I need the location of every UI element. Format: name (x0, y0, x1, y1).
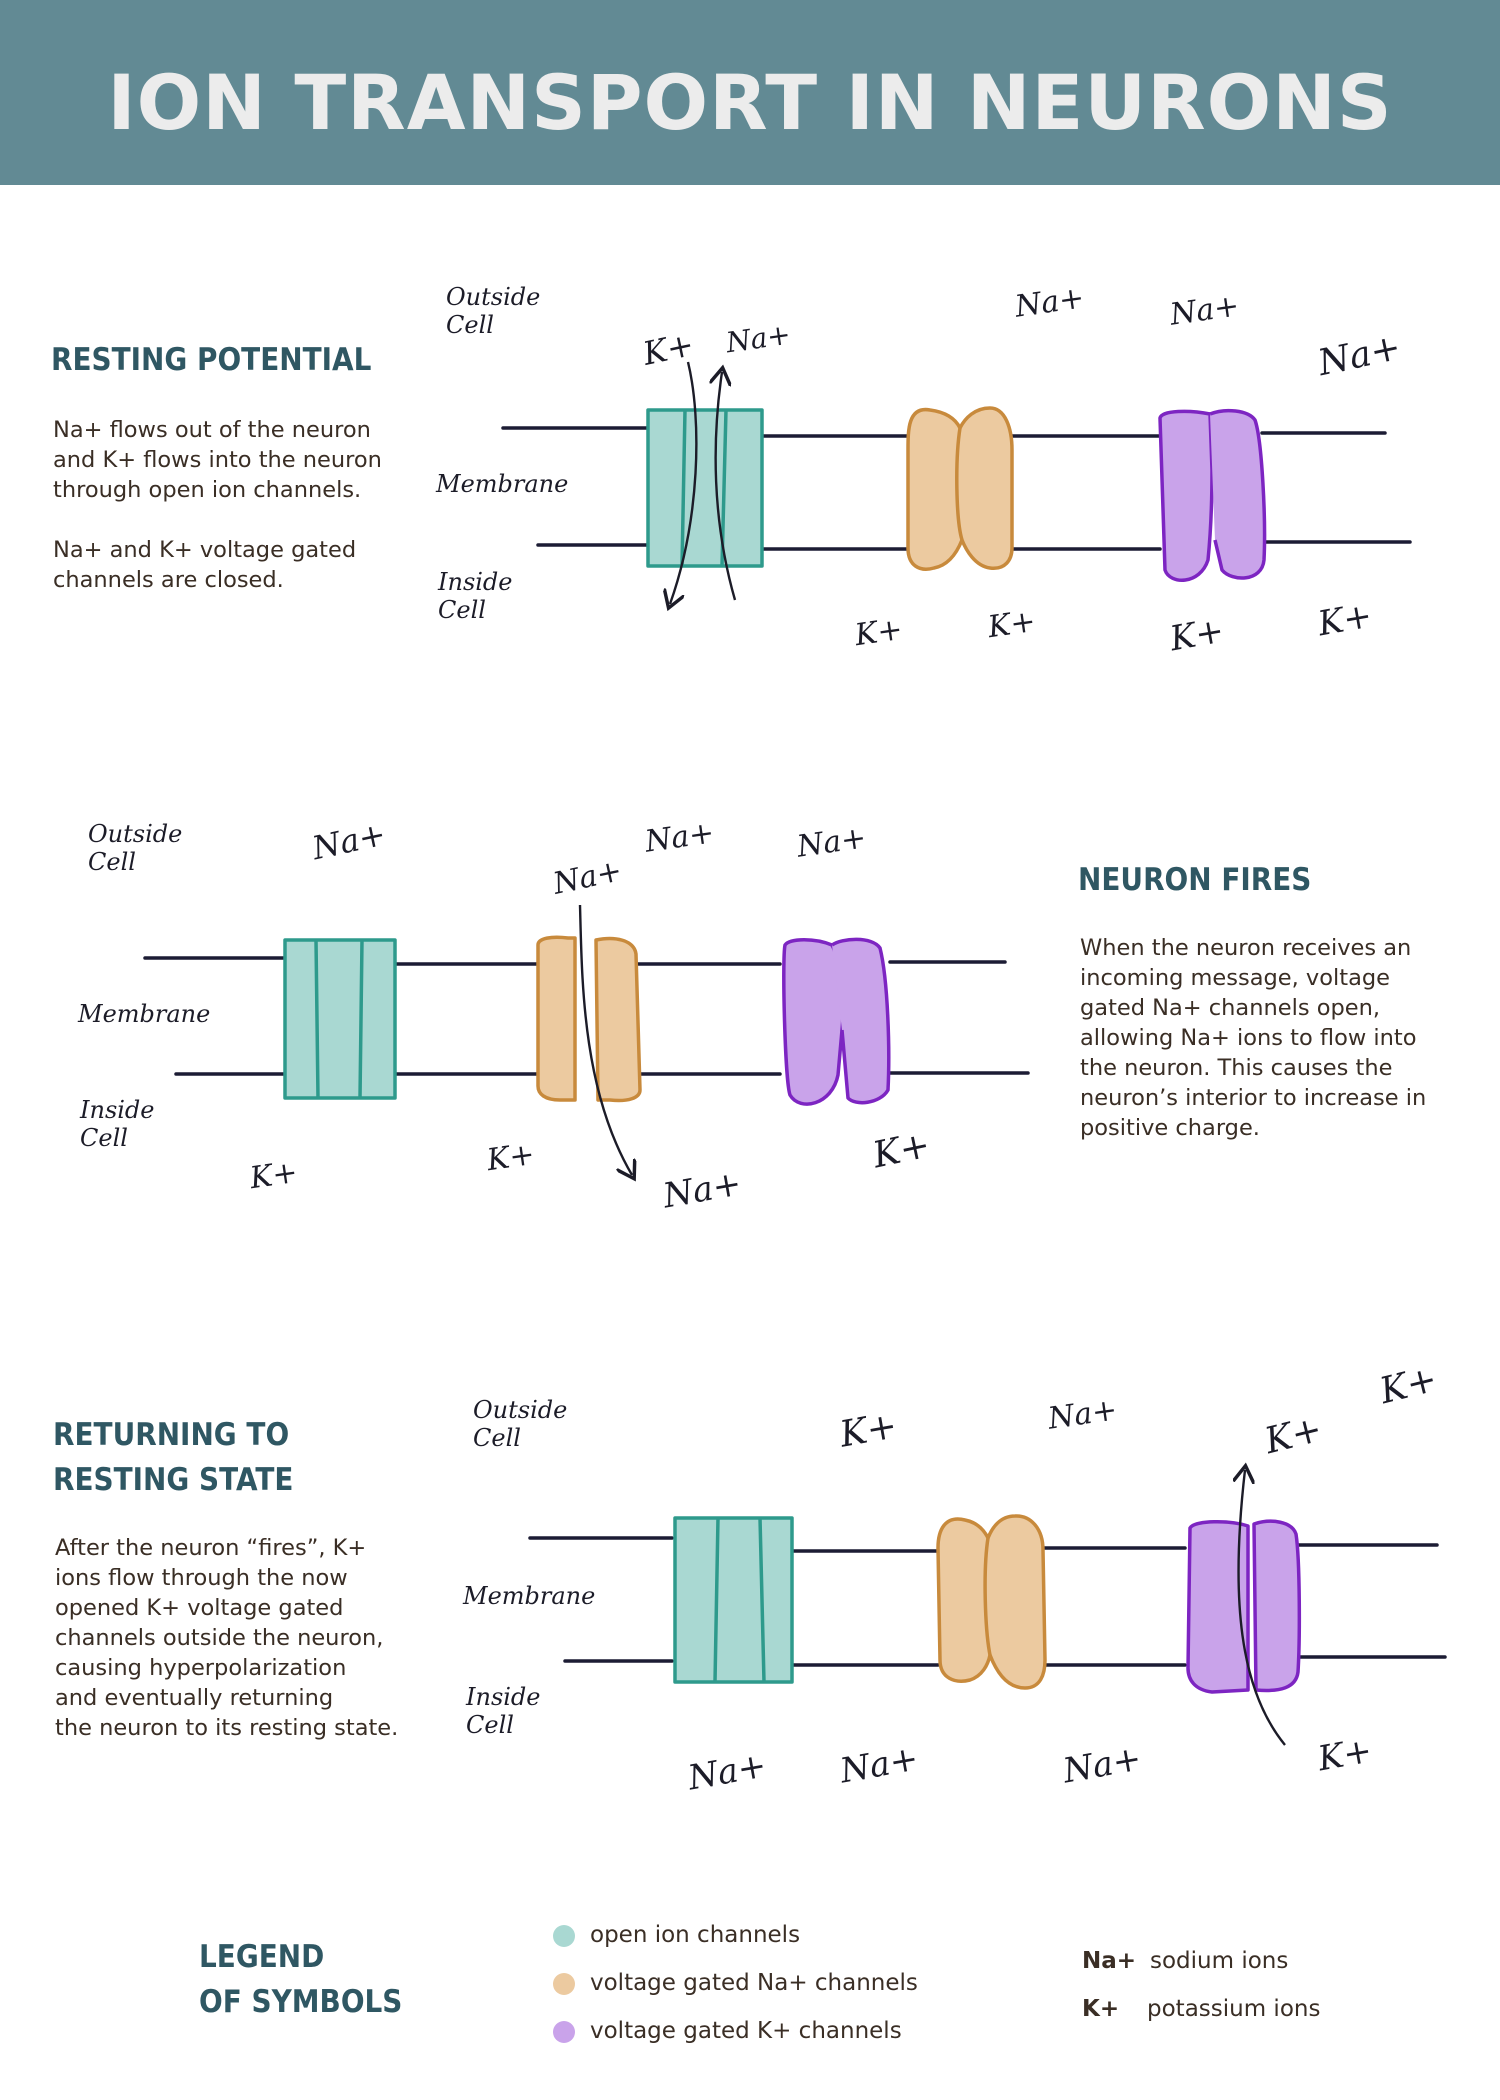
outside-cell-label: Outside Cell (88, 820, 183, 876)
membrane-label: Membrane (436, 470, 569, 498)
legend-key-k: K+ (1082, 1996, 1120, 2022)
legend-item-k-channel: voltage gated K+ channels (590, 2018, 902, 2044)
resting-potential-title: RESTING POTENTIAL (51, 342, 372, 378)
open-ion-channel-icon (283, 938, 397, 1100)
legend-key-na: Na+ (1082, 1948, 1137, 1974)
open-ion-channel-icon (673, 1516, 794, 1684)
neuron-fires-text: When the neuron receives an incoming mes… (1080, 935, 1427, 1141)
inside-cell-label: Inside Cell (466, 1683, 541, 1739)
open-ion-channel-icon (646, 408, 764, 568)
membrane-label: Membrane (78, 1000, 211, 1028)
inside-cell-label: Inside Cell (80, 1096, 155, 1152)
legend-title: LEGEND OF SYMBOLS (199, 1939, 403, 2020)
membrane-label: Membrane (463, 1582, 596, 1610)
diagram-neuron-fires (143, 904, 1030, 1175)
membrane-lines (501, 426, 1412, 551)
resting-potential-text: Na+ flows out of the neuron and K+ flows… (53, 417, 382, 593)
na-channel-swatch-icon (553, 1973, 575, 1995)
k-channel-swatch-icon (553, 2021, 575, 2043)
neuron-fires-title: NEURON FIRES (1078, 862, 1312, 898)
ion-flow-arrows (1238, 1470, 1286, 1746)
membrane-lines (528, 1536, 1447, 1667)
na-voltage-gated-channel-icon (936, 1514, 1047, 1690)
ion-flow-arrows (578, 904, 632, 1175)
legend-key-na-meaning: sodium ions (1150, 1948, 1289, 1974)
diagram-returning (528, 1470, 1447, 1746)
k-voltage-gated-channel-icon (782, 937, 891, 1106)
k-ion-label: K+ (852, 611, 905, 654)
ion-flow-arrows (670, 361, 737, 604)
membrane-lines (143, 956, 1030, 1076)
legend-item-na-channel: voltage gated Na+ channels (590, 1970, 918, 1996)
returning-text: After the neuron “fires”, K+ ions flow t… (55, 1535, 399, 1741)
na-voltage-gated-channel-icon (906, 406, 1014, 571)
legend-key-k-meaning: potassium ions (1147, 1996, 1321, 2022)
inside-cell-label: Inside Cell (438, 568, 513, 624)
open-channel-swatch-icon (553, 1925, 575, 1947)
na-voltage-gated-channel-icon (536, 935, 642, 1103)
k-ion-label: K+ (247, 1154, 300, 1197)
diagram-resting-potential (501, 361, 1412, 604)
k-voltage-gated-channel-icon (1158, 408, 1267, 582)
k-voltage-gated-channel-icon (1186, 1519, 1302, 1694)
page-title: ION TRANSPORT IN NEURONS (107, 58, 1393, 147)
legend-item-open: open ion channels (590, 1922, 801, 1948)
k-ion-label: K+ (484, 1136, 537, 1179)
title-banner: ION TRANSPORT IN NEURONS (0, 0, 1500, 185)
outside-cell-label: Outside Cell (473, 1396, 568, 1452)
k-ion-label: K+ (985, 603, 1038, 646)
outside-cell-label: Outside Cell (446, 283, 541, 339)
returning-title: RETURNING TO RESTING STATE (53, 1417, 294, 1498)
